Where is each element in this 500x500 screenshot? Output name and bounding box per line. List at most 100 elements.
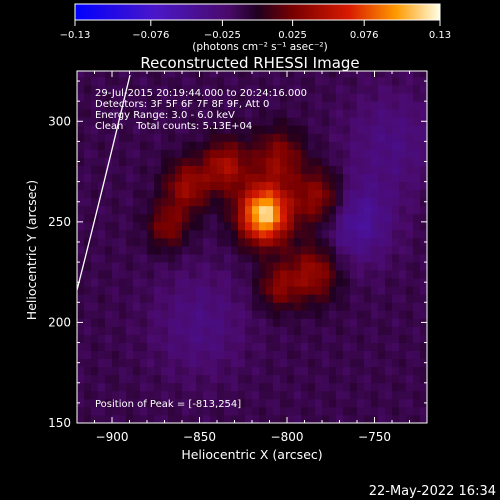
heatmap-cell [406, 133, 414, 142]
heatmap-cell [406, 77, 414, 86]
heatmap-cell [217, 254, 225, 263]
heatmap-cell [210, 93, 218, 102]
heatmap-cell [329, 71, 337, 78]
heatmap-cell [371, 117, 379, 126]
heatmap-cell [301, 173, 309, 183]
heatmap-cell [378, 318, 386, 327]
heatmap-cell [343, 374, 351, 384]
heatmap-cell [84, 205, 92, 215]
heatmap-cell [322, 358, 330, 368]
heatmap-cell [364, 181, 372, 191]
heatmap-cell [420, 278, 427, 287]
heatmap-cell [301, 149, 309, 158]
heatmap-cell [112, 318, 120, 327]
heatmap-cell [140, 382, 148, 392]
heatmap-cell [140, 197, 148, 207]
heatmap-cell [189, 157, 197, 166]
heatmap-cell [168, 173, 176, 183]
heatmap-cell [336, 350, 344, 360]
heatmap-cell [322, 77, 330, 86]
heatmap-cell [392, 294, 400, 303]
heatmap-cell [336, 262, 344, 271]
heatmap-cell [413, 302, 421, 311]
heatmap-cell [147, 213, 155, 223]
heatmap-cell [182, 326, 190, 335]
heatmap-cell [287, 133, 295, 142]
heatmap-cell [175, 398, 183, 408]
heatmap-cell [315, 254, 323, 263]
heatmap-cell [364, 318, 372, 327]
heatmap-cell [147, 229, 155, 239]
heatmap-cell [280, 197, 288, 207]
heatmap-cell [238, 149, 246, 158]
heatmap-cell [259, 414, 267, 423]
heatmap-cell [231, 350, 239, 360]
heatmap-cell [378, 342, 386, 351]
heatmap-cell [350, 254, 358, 263]
heatmap-cell [245, 93, 253, 102]
heatmap-cell [126, 205, 134, 215]
heatmap-cell [266, 318, 274, 327]
heatmap-cell [294, 71, 302, 78]
heatmap-cell [210, 406, 218, 416]
heatmap-cell [322, 294, 330, 303]
heatmap-cell [105, 278, 113, 287]
heatmap-cell [357, 398, 365, 408]
heatmap-cell [273, 71, 281, 78]
heatmap-cell [308, 294, 316, 303]
heatmap-cell [175, 270, 183, 279]
heatmap-cell [336, 414, 344, 423]
heatmap-cell [182, 302, 190, 311]
heatmap-cell [154, 374, 162, 384]
heatmap-cell [133, 157, 141, 166]
heatmap-cell [336, 237, 344, 247]
heatmap-cell [231, 85, 239, 94]
heatmap-cell [119, 77, 127, 86]
heatmap-cell [189, 358, 197, 368]
heatmap-cell [343, 245, 351, 255]
heatmap-cell [399, 310, 407, 319]
heatmap-cell [252, 294, 260, 303]
heatmap-cell [147, 342, 155, 351]
heatmap-cell [196, 157, 204, 166]
heatmap-cell [203, 197, 211, 207]
heatmap-cell [161, 358, 169, 368]
heatmap-cell [168, 374, 176, 384]
heatmap-cell [399, 262, 407, 271]
heatmap-cell [126, 71, 134, 78]
heatmap-cell [343, 406, 351, 416]
heatmap-cell [350, 205, 358, 215]
heatmap-cell [392, 181, 400, 191]
heatmap-cell [161, 221, 169, 231]
heatmap-cell [287, 350, 295, 360]
heatmap-cell [119, 93, 127, 102]
heatmap-cell [154, 165, 162, 174]
heatmap-cell [231, 93, 239, 102]
heatmap-cell [210, 374, 218, 384]
heatmap-cell [294, 157, 302, 166]
heatmap-cell [399, 406, 407, 416]
heatmap-cell [385, 334, 393, 343]
heatmap-cell [98, 366, 106, 376]
heatmap-cell [119, 414, 127, 423]
heatmap-cell [259, 302, 267, 311]
heatmap-cell [301, 245, 309, 255]
heatmap-cell [224, 318, 232, 327]
heatmap-cell [189, 93, 197, 102]
heatmap-cell [280, 318, 288, 327]
heatmap-cell [154, 117, 162, 126]
heatmap-cell [280, 406, 288, 416]
heatmap-cell [336, 181, 344, 191]
heatmap-cell [210, 117, 218, 126]
heatmap-cell [287, 374, 295, 384]
heatmap-cell [287, 254, 295, 263]
heatmap-cell [147, 173, 155, 183]
heatmap-cell [245, 213, 253, 223]
heatmap-cell [126, 109, 134, 118]
heatmap-cell [378, 157, 386, 166]
heatmap-cell [91, 205, 99, 215]
heatmap-cell [357, 286, 365, 295]
heatmap-cell [182, 109, 190, 118]
heatmap-cell [175, 229, 183, 239]
heatmap-cell [357, 390, 365, 400]
